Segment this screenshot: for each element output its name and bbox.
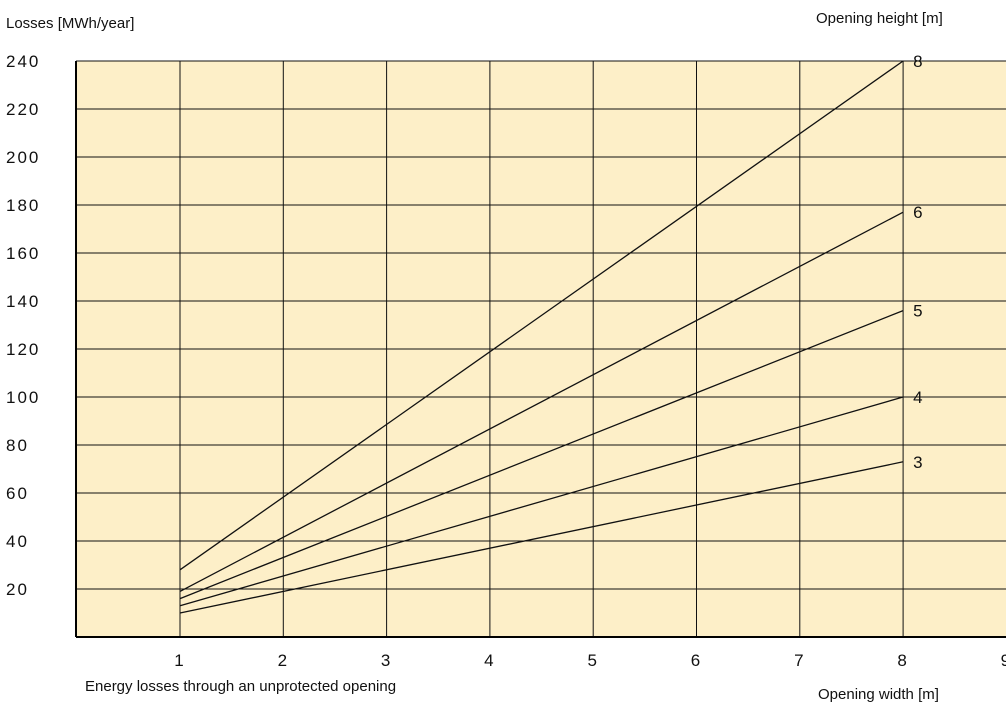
x-axis-label: Opening width [m]: [818, 686, 939, 703]
y-tick-label: 20: [6, 580, 29, 599]
series-line-height-3: [179, 461, 904, 614]
series-label-height-4: 4: [913, 388, 924, 407]
y-tick-label: 120: [6, 340, 40, 359]
series-line-height-8: [179, 60, 904, 571]
y-tick-label: 240: [6, 52, 40, 71]
chart-caption: Energy losses through an unprotected ope…: [85, 678, 397, 695]
y-axis-label: Losses [MWh/year]: [6, 15, 135, 32]
series-label-height-3: 3: [913, 453, 924, 472]
x-tick-label: 5: [587, 651, 598, 670]
y-tick-label: 100: [6, 388, 40, 407]
y-tick-label: 220: [6, 100, 40, 119]
x-tick-label: 8: [897, 651, 908, 670]
x-tick-label: 9: [1001, 651, 1006, 670]
y-tick-label: 80: [6, 436, 29, 455]
legend-title: Opening height [m]: [816, 10, 943, 27]
series-label-height-8: 8: [913, 52, 924, 71]
x-tick-label: 6: [691, 651, 702, 670]
series-line-height-4: [179, 396, 904, 607]
series-line-height-6: [179, 211, 904, 592]
x-tick-label: 1: [174, 651, 185, 670]
x-tick-label: 2: [278, 651, 289, 670]
y-tick-label: 180: [6, 196, 40, 215]
series-label-height-6: 6: [913, 203, 924, 222]
y-tick-label: 140: [6, 292, 40, 311]
series-label-height-5: 5: [913, 302, 924, 321]
y-tick-label: 40: [6, 532, 29, 551]
y-tick-label: 200: [6, 148, 40, 167]
y-tick-label: 60: [6, 484, 29, 503]
x-tick-label: 7: [794, 651, 805, 670]
x-tick-label: 4: [484, 651, 495, 670]
x-tick-label: 3: [381, 651, 392, 670]
y-tick-label: 160: [6, 244, 40, 263]
series-line-height-5: [179, 309, 904, 600]
